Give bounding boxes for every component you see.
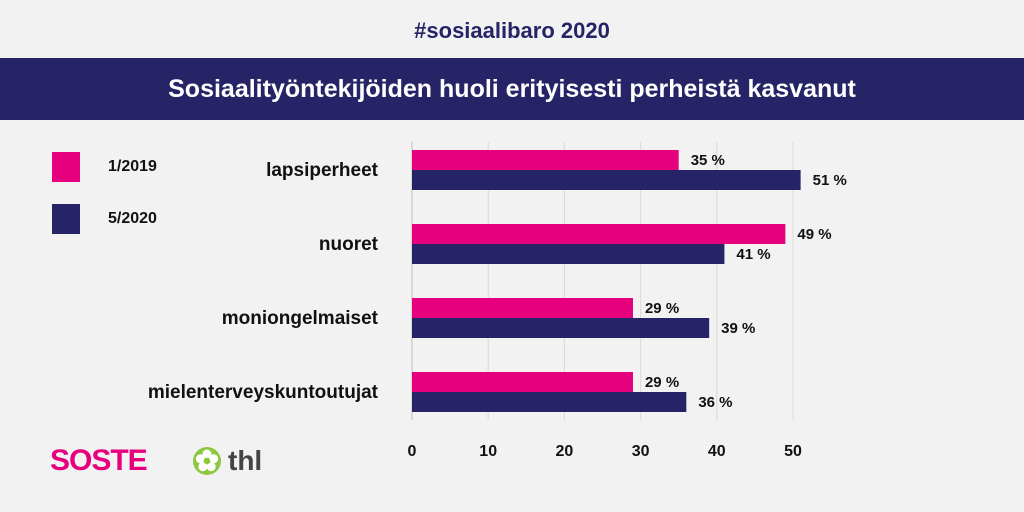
x-tick-label-0: 0 — [408, 443, 417, 460]
x-tick-label-40: 40 — [708, 443, 726, 460]
thl-logo: thl — [192, 446, 262, 476]
legend-swatch-2019 — [52, 152, 80, 182]
data-label-mielenterveyskuntoutujat-1/2019: 29 % — [645, 374, 679, 391]
flower-icon — [193, 447, 221, 475]
title-banner: Sosiaalityöntekijöiden huoli erityisesti… — [0, 58, 1024, 120]
bar-mielenterveyskuntoutujat-1/2019 — [412, 372, 633, 392]
legend: 1/2019 5/2020 — [52, 152, 157, 256]
bar-lapsiperheet-1/2019 — [412, 150, 679, 170]
bar-moniongelmaiset-1/2019 — [412, 298, 633, 318]
data-label-nuoret-5/2020: 41 % — [736, 246, 770, 263]
data-label-moniongelmaiset-1/2019: 29 % — [645, 300, 679, 317]
data-label-lapsiperheet-5/2020: 51 % — [813, 172, 847, 189]
x-tick-label-10: 10 — [479, 443, 497, 460]
soste-logo: SOSTE — [50, 444, 148, 477]
category-label-moniongelmaiset: moniongelmaiset — [222, 308, 379, 329]
data-label-nuoret-1/2019: 49 % — [797, 226, 831, 243]
legend-item-2019: 1/2019 — [52, 152, 157, 182]
legend-label-2019: 1/2019 — [108, 158, 157, 175]
hashtag: #sosiaalibaro 2020 — [414, 18, 610, 43]
x-tick-label-20: 20 — [556, 443, 574, 460]
legend-label-2020: 5/2020 — [108, 210, 157, 227]
bar-nuoret-1/2019 — [412, 224, 786, 244]
page-title: Sosiaalityöntekijöiden huoli erityisesti… — [168, 74, 856, 103]
legend-swatch-2020 — [52, 204, 80, 234]
category-label-nuoret: nuoret — [319, 234, 379, 255]
legend-item-2020: 5/2020 — [52, 204, 157, 234]
category-label-lapsiperheet: lapsiperheet — [266, 160, 379, 181]
data-label-lapsiperheet-1/2019: 35 % — [691, 152, 725, 169]
bar-moniongelmaiset-5/2020 — [412, 318, 710, 338]
data-label-moniongelmaiset-5/2020: 39 % — [721, 320, 755, 337]
thl-wordmark: thl — [228, 445, 263, 476]
bar-nuoret-5/2020 — [412, 244, 725, 264]
data-label-mielenterveyskuntoutujat-5/2020: 36 % — [698, 394, 732, 411]
bar-lapsiperheet-5/2020 — [412, 170, 801, 190]
category-label-mielenterveyskuntoutujat: mielenterveyskuntoutujat — [148, 382, 379, 403]
bar-mielenterveyskuntoutujat-5/2020 — [412, 392, 687, 412]
x-tick-label-30: 30 — [632, 443, 650, 460]
x-tick-label-50: 50 — [784, 443, 802, 460]
